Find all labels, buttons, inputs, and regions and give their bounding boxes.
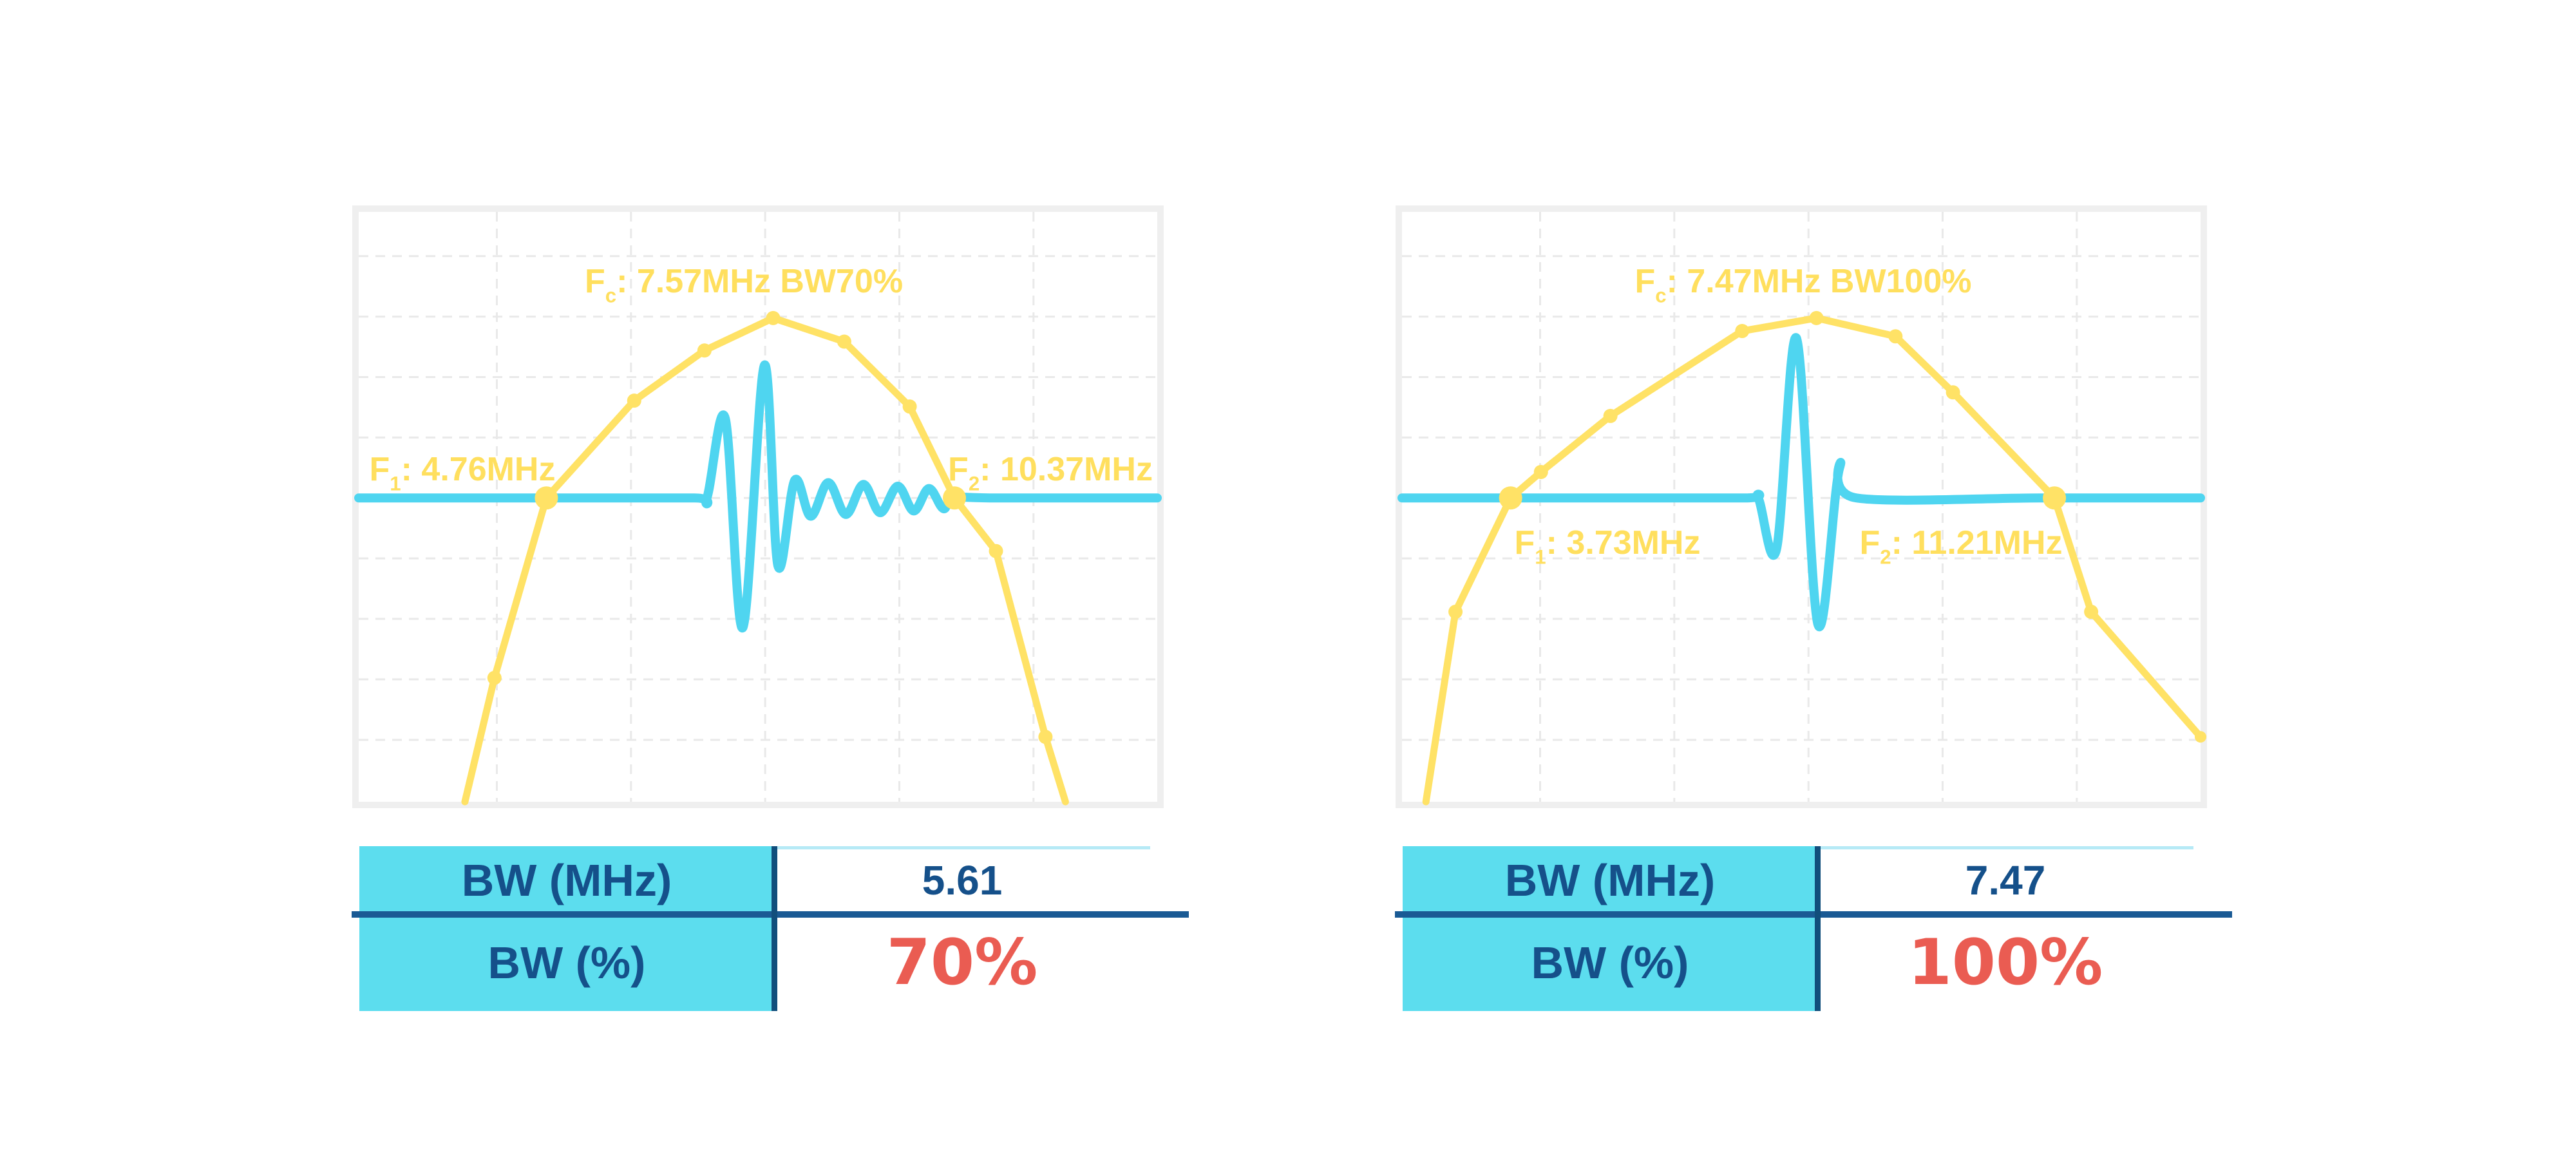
annotation-subscript: c <box>605 284 617 307</box>
center-frequency-annotation: Fc: 7.47MHz BW100% <box>1634 265 1971 306</box>
data-point-marker <box>1888 329 1903 344</box>
data-point-marker <box>697 343 712 358</box>
table-header-label: BW (MHz) <box>461 855 672 905</box>
spectrum-curve <box>461 314 1069 806</box>
table-row-divider <box>1395 911 2232 918</box>
table-header-label: BW (%) <box>488 938 646 988</box>
data-point-marker <box>1809 310 1824 325</box>
table-header-bw-mhz: BW (MHz) <box>1403 846 1817 914</box>
data-point-marker <box>837 334 851 349</box>
data-point-marker <box>766 310 781 325</box>
f1-annotation: F1: 4.76MHz <box>370 453 556 494</box>
f2-annotation: F2: 11.21MHz <box>1859 526 2062 567</box>
data-point-marker <box>487 670 502 685</box>
table-value-bw-percent: 100% <box>1817 914 2193 1011</box>
table-header-label: BW (MHz) <box>1504 855 1716 905</box>
pulse-waveform <box>1397 333 2205 632</box>
annotation-value: : 11.21MHz <box>1891 524 2063 562</box>
annotation-subscript: 1 <box>390 472 401 495</box>
center-frequency-annotation: Fc: 7.57MHz BW70% <box>585 265 903 306</box>
data-point-marker <box>989 544 1003 558</box>
value-column-top-border <box>774 846 1150 849</box>
pulse-waveform <box>354 361 1162 632</box>
annotation-symbol: F <box>584 263 605 301</box>
annotation-value: : 7.47MHz BW100% <box>1666 263 1972 301</box>
table-header-bw-mhz: BW (MHz) <box>359 846 774 914</box>
annotation-value: : 10.37MHz <box>980 451 1153 489</box>
spectrum-curve <box>1422 314 2204 806</box>
data-point-marker <box>1533 464 1548 479</box>
value-column-top-border <box>1817 846 2193 849</box>
data-point-marker <box>1448 605 1463 620</box>
table-value-bw-percent: 70% <box>774 914 1150 1011</box>
f2-annotation: F2: 10.37MHz <box>948 453 1153 494</box>
table-value-highlighted: 100% <box>1908 926 2103 999</box>
chart-canvas <box>1397 212 2206 806</box>
annotation-symbol: F <box>1634 263 1656 301</box>
annotation-symbol: F <box>1859 524 1880 562</box>
bandwidth-table-70: BW (MHz) BW (%) 5.61 70% <box>352 846 1189 1011</box>
data-point-marker <box>2043 486 2067 510</box>
chart-canvas <box>354 212 1162 806</box>
data-point-marker <box>2195 731 2206 743</box>
table-column-divider <box>772 846 777 1011</box>
data-point-marker <box>1038 730 1053 744</box>
table-header-bw-percent: BW (%) <box>359 914 774 1011</box>
annotation-subscript: 2 <box>1880 545 1891 569</box>
data-point-marker <box>1603 408 1618 423</box>
annotation-symbol: F <box>1514 524 1535 562</box>
data-point-marker <box>1499 486 1522 510</box>
data-point-marker <box>1735 324 1750 339</box>
annotation-value: : 3.73MHz <box>1546 524 1701 562</box>
table-value-highlighted: 70% <box>886 926 1038 999</box>
annotation-symbol: F <box>369 451 390 489</box>
pulse-spectrum-chart-100: Fc: 7.47MHz BW100% F1: 3.73MHz F2: 11.21… <box>1396 205 2207 808</box>
f1-annotation: F1: 3.73MHz <box>1515 526 1701 567</box>
table-row-divider <box>352 911 1189 918</box>
table-value: 7.47 <box>1965 857 2046 903</box>
annotation-value: : 4.76MHz <box>401 451 556 489</box>
annotation-subscript: 1 <box>1535 545 1546 569</box>
annotation-subscript: 2 <box>968 472 980 495</box>
data-point-marker <box>943 486 967 510</box>
table-header-label: BW (%) <box>1531 938 1689 988</box>
table-value-bw-mhz: 5.61 <box>774 846 1150 914</box>
table-value-bw-mhz: 7.47 <box>1817 846 2193 914</box>
pulse-spectrum-chart-70: Fc: 7.57MHz BW70% F1: 4.76MHz F2: 10.37M… <box>352 205 1164 808</box>
annotation-value: : 7.57MHz BW70% <box>616 263 904 301</box>
bandwidth-table-100: BW (MHz) BW (%) 7.47 100% <box>1395 846 2232 1011</box>
data-point-marker <box>2084 605 2099 620</box>
table-column-divider <box>1815 846 1821 1011</box>
annotation-symbol: F <box>948 451 969 489</box>
data-point-marker <box>627 393 641 408</box>
data-point-marker <box>535 486 558 510</box>
table-header-bw-percent: BW (%) <box>1403 914 1817 1011</box>
data-point-marker <box>1946 385 1960 400</box>
annotation-subscript: c <box>1655 284 1667 307</box>
table-value: 5.61 <box>922 857 1003 903</box>
data-point-marker <box>902 399 917 414</box>
